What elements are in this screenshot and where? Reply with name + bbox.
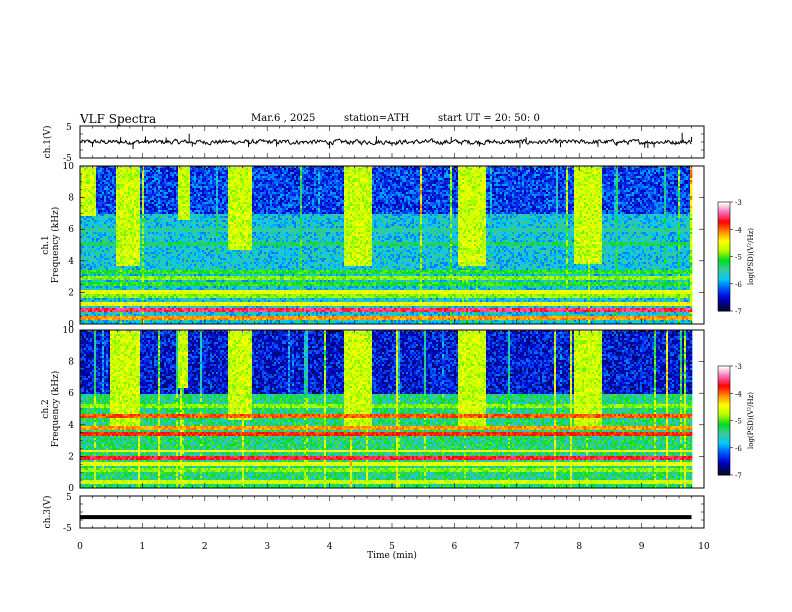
ch1-waveform-ytick-label: 5 xyxy=(66,123,72,133)
ch2-spectrogram-colorbar-tick-label: -7 xyxy=(735,472,742,480)
ch1-spectrogram-colorbar-label: log(PSD)(V²/Hz) xyxy=(747,228,755,285)
x-tick-label: 6 xyxy=(452,542,458,552)
ch1-spectrogram-ytick-label: 10 xyxy=(63,162,75,172)
ch3-waveform-ytick-label: 5 xyxy=(66,493,72,503)
ch2-spectrogram-ytick-label: 8 xyxy=(68,358,74,368)
ch1-spectrogram-colorbar-tick-label: -3 xyxy=(735,199,742,207)
ch2-spectrogram-colorbar xyxy=(718,366,730,476)
ch1-spectrogram-colorbar-tick-label: -4 xyxy=(735,226,742,234)
x-tick-label: 7 xyxy=(514,542,520,552)
ch1-spectrogram-ytick-label: 6 xyxy=(68,225,74,235)
ch2-spectrogram-ylabel-frequency: Frequency (kHz) xyxy=(50,371,61,448)
ch1-spectrogram-colorbar-tick-label: -6 xyxy=(735,281,742,289)
x-tick-label: 8 xyxy=(576,542,582,552)
ch3-waveform-ylabel: ch.3(V) xyxy=(42,496,53,529)
ch2-spectrogram-colorbar-tick-label: -3 xyxy=(735,363,742,371)
x-tick-label: 10 xyxy=(698,542,710,552)
ch2-spectrogram-ytick-label: 6 xyxy=(68,389,74,399)
ch1-spectrogram-colorbar-tick-label: -7 xyxy=(735,308,742,316)
ch1-spectrogram-ylabel-frequency: Frequency (kHz) xyxy=(50,207,61,284)
ch1-waveform-trace xyxy=(80,139,691,145)
vlf-figure: 5-5ch.1(V)0246810ch.1 Frequency (kHz)-3-4… xyxy=(0,0,792,612)
ch1-spectrogram-ytick-label: 2 xyxy=(68,288,74,298)
ch1-waveform-ylabel: ch.1(V) xyxy=(42,126,53,159)
x-tick-label: 9 xyxy=(639,542,645,552)
x-axis-label: Time (min) xyxy=(367,550,417,561)
ch1-spectrogram-colorbar-tick-label: -5 xyxy=(735,254,742,262)
x-tick-label: 3 xyxy=(264,542,270,552)
ch1-spectrogram-ytick-label: 8 xyxy=(68,194,74,204)
x-tick-label: 2 xyxy=(202,542,208,552)
ch1-spectrogram-image xyxy=(80,166,692,324)
ch2-spectrogram-ytick-label: 10 xyxy=(63,326,75,336)
ch2-spectrogram-colorbar-tick-label: -5 xyxy=(735,418,742,426)
ch1-spectrogram-colorbar xyxy=(718,202,730,312)
ch2-spectrogram-image xyxy=(80,330,692,488)
ch2-spectrogram-colorbar-label: log(PSD)(V²/Hz) xyxy=(747,392,755,449)
ch1-spectrogram-ylabel-channel: ch.1 xyxy=(41,235,51,254)
ch2-spectrogram-ylabel-channel: ch.2 xyxy=(41,399,51,418)
x-tick-label: 0 xyxy=(77,542,83,552)
ch2-spectrogram-ytick-label: 2 xyxy=(68,452,74,462)
ch2-spectrogram-colorbar-tick-label: -6 xyxy=(735,445,742,453)
ch2-spectrogram-ytick-label: 4 xyxy=(68,421,74,431)
ch3-waveform-ytick-label: -5 xyxy=(63,524,72,534)
ch1-spectrogram-ytick-label: 4 xyxy=(68,257,74,267)
ch2-spectrogram-colorbar-tick-label: -4 xyxy=(735,390,742,398)
x-tick-label: 4 xyxy=(327,542,333,552)
x-tick-label: 1 xyxy=(140,542,146,552)
